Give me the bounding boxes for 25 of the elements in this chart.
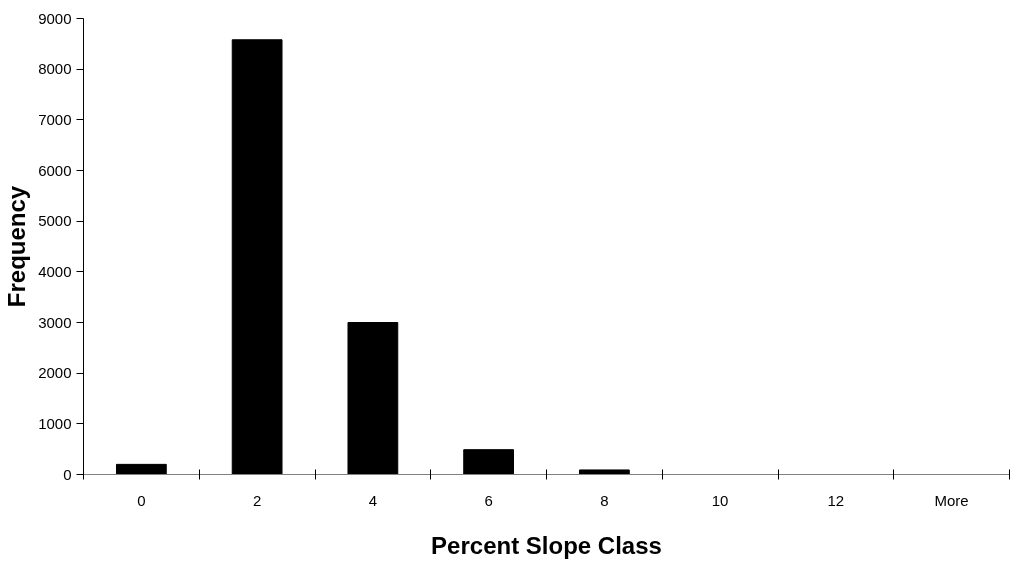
- y-tick-label: 4000: [38, 262, 72, 280]
- x-tick-label: 0: [137, 491, 146, 509]
- x-tick-label: 8: [600, 491, 609, 509]
- bar: [347, 322, 399, 475]
- y-tick-label: 2000: [38, 364, 72, 382]
- x-tick-label: 12: [827, 491, 845, 509]
- x-tick-label: 10: [711, 491, 729, 509]
- bar: [115, 463, 167, 475]
- y-tick-label: 3000: [38, 313, 72, 331]
- x-tick-label: 2: [252, 491, 262, 509]
- bar: [463, 449, 515, 475]
- y-axis-title: Frequency: [3, 185, 31, 308]
- y-tick-label: 9000: [38, 9, 72, 27]
- y-tick-label: 0: [63, 465, 72, 483]
- y-tick-label: 7000: [38, 110, 72, 128]
- y-tick-label: 1000: [38, 414, 72, 432]
- x-tick-label: 6: [484, 491, 493, 509]
- y-tick-label: 6000: [38, 161, 72, 179]
- x-tick-label: 4: [368, 491, 378, 509]
- y-tick-label: 8000: [38, 60, 72, 78]
- y-tick-label: 5000: [38, 212, 72, 230]
- x-axis-title: Percent Slope Class: [431, 531, 662, 559]
- bar: [231, 39, 283, 475]
- x-tick-label: More: [934, 491, 969, 509]
- bar: [578, 469, 630, 475]
